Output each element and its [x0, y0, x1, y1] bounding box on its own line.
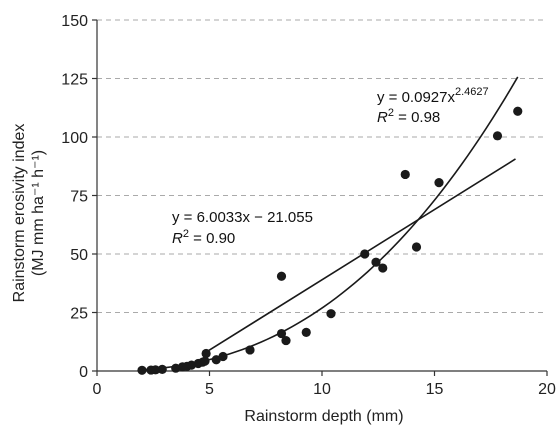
power-fit-r2: R2 = 0.98 [377, 107, 440, 126]
x-tick-label-20: 20 [538, 381, 556, 398]
data-point-22 [378, 263, 388, 273]
power-r2-value: = 0.98 [394, 109, 440, 126]
data-point-0 [137, 365, 147, 375]
linear-fit-r2: R2 = 0.90 [172, 228, 235, 247]
y-tick-label-125: 125 [61, 72, 88, 89]
data-point-13 [218, 351, 228, 362]
x-tick-label-15: 15 [426, 381, 444, 398]
x-tick-label-0: 0 [93, 381, 102, 398]
y-ticks: 0 25 50 75 100 125 150 [61, 13, 97, 381]
grid-lines [97, 19, 547, 313]
data-point-19 [326, 309, 336, 319]
x-tick-label-10: 10 [313, 381, 331, 398]
data-point-10 [200, 356, 210, 366]
y-tick-label-75: 75 [70, 189, 88, 206]
y-tick-label-0: 0 [79, 364, 88, 381]
data-point-25 [434, 178, 444, 188]
y-tick-label-25: 25 [70, 306, 88, 323]
data-point-27 [513, 106, 523, 116]
data-point-14 [245, 345, 255, 355]
data-point-15 [276, 271, 287, 281]
x-tick-label-5: 5 [205, 381, 214, 398]
linear-fit-equation: y = 6.0033x − 21.055 [172, 209, 313, 226]
power-eq-prefix: y = 0.0927x [377, 89, 455, 106]
y-tick-label-150: 150 [61, 13, 88, 30]
linear-fit-line [204, 158, 516, 354]
data-point-26 [492, 131, 503, 141]
y-tick-label-100: 100 [61, 130, 88, 147]
data-point-11 [201, 348, 211, 359]
power-fit-equation: y = 0.0927x2.4627 [377, 86, 489, 106]
x-ticks: 0 5 10 15 20 [93, 371, 556, 398]
x-axis-label: Rainstorm depth (mm) [244, 408, 403, 425]
power-eq-exponent: 2.4627 [455, 86, 489, 98]
data-point-20 [360, 249, 370, 259]
data-point-17 [281, 335, 291, 346]
data-point-23 [400, 169, 410, 180]
data-points [137, 106, 523, 375]
data-point-21 [371, 257, 381, 267]
linear-r2-sup: 2 [183, 228, 189, 240]
data-point-3 [157, 364, 167, 374]
linear-r2-value: = 0.90 [189, 230, 235, 247]
data-point-18 [301, 327, 311, 337]
data-point-16 [276, 328, 287, 339]
data-point-24 [411, 242, 422, 252]
linear-r2-symbol: R [172, 230, 183, 247]
y-axis-label: Rainstorm erosivity index [11, 124, 28, 303]
y-tick-label-50: 50 [70, 247, 88, 264]
power-r2-sup: 2 [388, 107, 394, 119]
power-r2-symbol: R [377, 109, 388, 126]
data-point-2 [150, 365, 161, 375]
y-axis-unit-label: (MJ mm ha⁻¹ h⁻¹) [30, 150, 47, 276]
